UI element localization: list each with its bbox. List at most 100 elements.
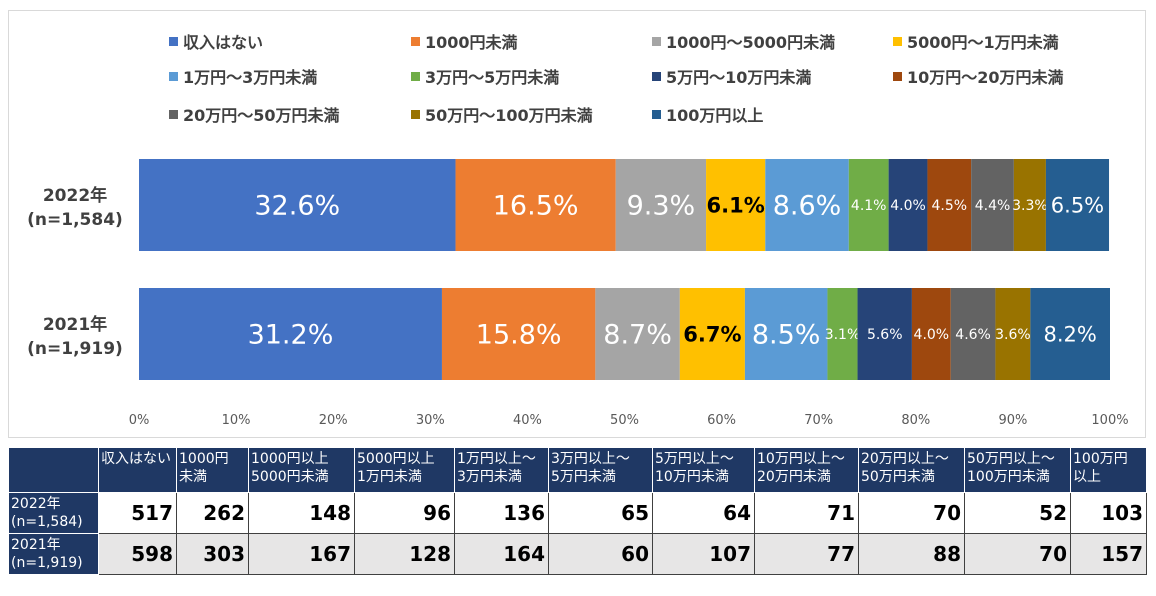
table-cell: 96 (354, 492, 455, 534)
legend-label: 20万円～50万円未満 (183, 106, 340, 125)
table-cell: 598 (98, 533, 177, 575)
bar-segment (848, 159, 889, 251)
table-cell: 148 (248, 492, 355, 534)
table-row-label: 2021年 (n=1,919) (8, 533, 99, 575)
legend-label: 収入はない (183, 33, 263, 52)
bar-segment (950, 288, 996, 380)
legend-label: 1000円未満 (425, 33, 518, 52)
data-label: 4.1% (851, 198, 887, 214)
legend-swatch (169, 37, 178, 46)
legend-label: 10万円～20万円未満 (907, 68, 1064, 87)
bar-segment (888, 159, 928, 251)
legend-label: 5万円～10万円未満 (666, 68, 811, 87)
bar-segment (679, 288, 745, 380)
bar-segment (615, 159, 707, 251)
data-label: 4.0% (914, 327, 950, 343)
table-cell: 70 (964, 533, 1071, 575)
x-tick-label: 10% (222, 413, 251, 428)
legend-swatch (893, 37, 902, 46)
bar-segment (706, 159, 766, 251)
legend-swatch (652, 72, 661, 81)
legend-label: 50万円～100万円未満 (425, 106, 593, 125)
table-header-corner (8, 447, 99, 493)
legend-swatch (169, 72, 178, 81)
bar-segment (827, 288, 858, 380)
x-tick-label: 60% (707, 413, 736, 428)
table-cell: 70 (858, 492, 965, 534)
x-tick-label: 70% (804, 413, 833, 428)
table-row: 2021年 (n=1,919) 598 303 167 128 164 60 1… (8, 533, 1147, 575)
data-table: 収入はない 1000円 未満 1000円以上 5000円未満 5000円以上 1… (8, 447, 1147, 575)
data-label: 8.6% (773, 191, 842, 222)
data-label: 6.1% (707, 194, 765, 218)
legend-swatch (411, 37, 420, 46)
data-label: 6.7% (683, 323, 741, 347)
table-header: 5万円以上～ 10万円未満 (652, 447, 755, 493)
data-label: 9.3% (627, 191, 696, 222)
data-label: 15.8% (476, 320, 562, 351)
bar-segment (1013, 159, 1046, 251)
table-cell: 303 (176, 533, 249, 575)
bar-segment (971, 159, 1014, 251)
data-label: 4.4% (975, 198, 1011, 214)
legend-label: 3万円～5万円未満 (425, 68, 559, 87)
data-label: 8.7% (603, 320, 672, 351)
table-header: 100万円 以上 (1070, 447, 1147, 493)
bar-segment (911, 288, 951, 380)
data-label: 8.2% (1044, 323, 1097, 347)
data-label: 4.6% (955, 327, 991, 343)
table-cell: 157 (1070, 533, 1147, 575)
table-header: 5000円以上 1万円未満 (354, 447, 455, 493)
table-cell: 136 (454, 492, 549, 534)
table-header: 1000円以上 5000円未満 (248, 447, 355, 493)
legend-label: 1000円～5000円未満 (666, 33, 835, 52)
table-cell: 65 (548, 492, 653, 534)
table-cell: 60 (548, 533, 653, 575)
table-header: 50万円以上～ 100万円未満 (964, 447, 1071, 493)
bar-segment (744, 288, 828, 380)
x-tick-label: 0% (129, 413, 150, 428)
bar-segment (595, 288, 680, 380)
bar-segment (455, 159, 616, 251)
bar-segment (441, 288, 596, 380)
bar-segment (1030, 288, 1110, 380)
table-row: 2022年 (n=1,584) 517 262 148 96 136 65 64… (8, 492, 1147, 534)
table-cell: 107 (652, 533, 755, 575)
category-label: 2021年(n=1,919) (27, 314, 123, 359)
data-label: 32.6% (254, 191, 340, 222)
bar-segment (139, 288, 442, 380)
bar-segment (857, 288, 912, 380)
data-label: 31.2% (248, 320, 334, 351)
legend-swatch (411, 110, 420, 119)
x-tick-label: 20% (319, 413, 348, 428)
data-label: 16.5% (493, 191, 579, 222)
x-tick-label: 50% (610, 413, 639, 428)
legend-swatch (893, 72, 902, 81)
x-tick-label: 80% (901, 413, 930, 428)
table-header: 10万円以上～ 20万円未満 (754, 447, 859, 493)
legend-label: 100万円以上 (666, 106, 763, 125)
table-header-row: 収入はない 1000円 未満 1000円以上 5000円未満 5000円以上 1… (8, 447, 1147, 493)
table-cell: 262 (176, 492, 249, 534)
legend-label: 5000円～1万円未満 (907, 33, 1059, 52)
table-cell: 52 (964, 492, 1071, 534)
table-cell: 164 (454, 533, 549, 575)
x-tick-label: 40% (513, 413, 542, 428)
table-cell: 88 (858, 533, 965, 575)
table-cell: 128 (354, 533, 455, 575)
table-cell: 71 (754, 492, 859, 534)
table-header: 収入はない (98, 447, 177, 493)
table-header: 3万円以上～ 5万円未満 (548, 447, 653, 493)
legend-swatch (652, 110, 661, 119)
chart-area: 収入はない 1000円未満 1000円～5000円未満 5000円～1万円未満 1万円～… (8, 10, 1146, 438)
bar-segment (1045, 159, 1110, 251)
data-label: 3.3% (1012, 198, 1048, 214)
data-label: 5.6% (867, 327, 903, 343)
data-label: 8.5% (752, 320, 821, 351)
x-tick-label: 100% (1091, 413, 1128, 428)
table-header: 1000円 未満 (176, 447, 249, 493)
bar-segment (139, 159, 456, 251)
category-label: 2022年(n=1,584) (27, 185, 123, 230)
data-label: 4.0% (890, 198, 926, 214)
table-cell: 517 (98, 492, 177, 534)
